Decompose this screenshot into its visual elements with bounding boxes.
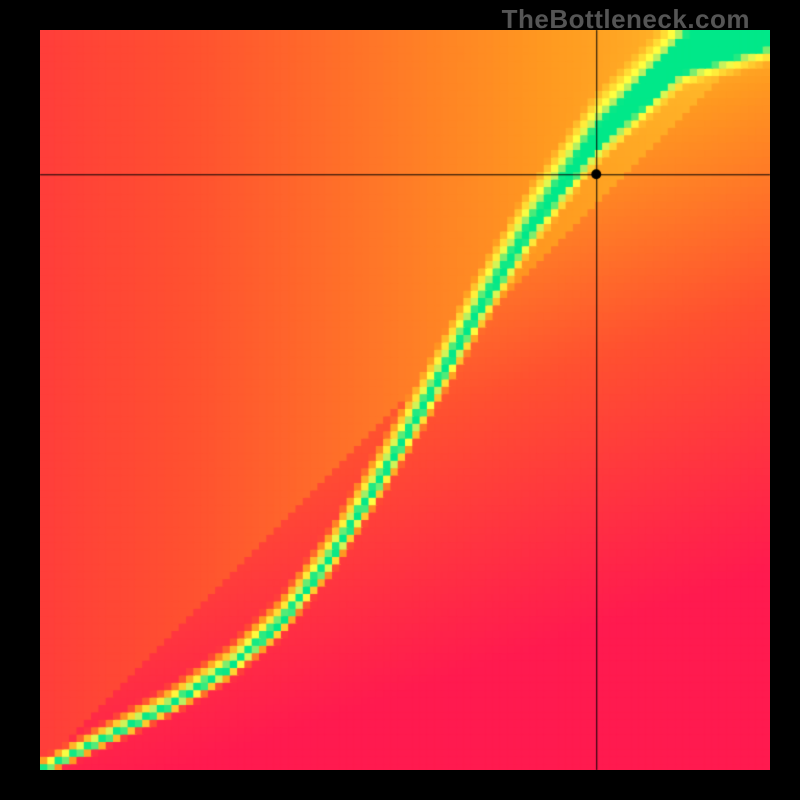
watermark-text: TheBottleneck.com: [502, 4, 750, 35]
crosshair-overlay: [0, 0, 800, 800]
